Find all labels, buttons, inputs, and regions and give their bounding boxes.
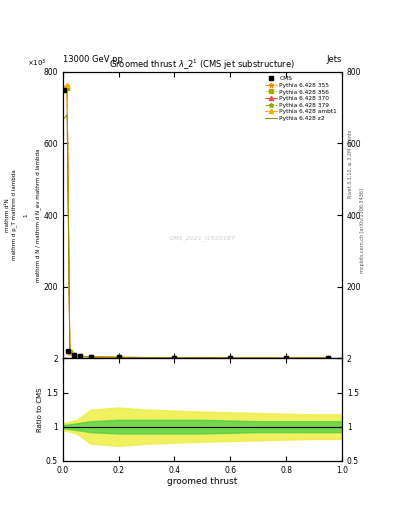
- Pythia 6.428 379: [62, 87, 67, 93]
- Pythia 6.428 355: [172, 355, 177, 361]
- Pythia 6.428 ambt1: [284, 355, 288, 361]
- Pythia 6.428 355: [88, 354, 93, 360]
- Pythia 6.428 ambt1: [88, 354, 93, 360]
- Pythia 6.428 ambt1: [228, 355, 233, 361]
- Line: Pythia 6.428 355: Pythia 6.428 355: [62, 83, 331, 360]
- Line: Pythia 6.428 ambt1: Pythia 6.428 ambt1: [62, 83, 330, 360]
- Pythia 6.428 370: [62, 84, 67, 91]
- Pythia 6.428 356: [77, 353, 82, 359]
- Pythia 6.428 355: [65, 83, 70, 89]
- Pythia 6.428 379: [65, 83, 70, 90]
- Pythia 6.428 356: [72, 352, 76, 358]
- Pythia 6.428 379: [116, 354, 121, 360]
- Pythia 6.428 379: [172, 355, 177, 361]
- Title: Groomed thrust $\lambda\_2^1$ (CMS jet substructure): Groomed thrust $\lambda\_2^1$ (CMS jet s…: [110, 57, 295, 72]
- Pythia 6.428 ambt1: [326, 355, 331, 361]
- Pythia 6.428 355: [284, 355, 288, 361]
- Text: 13000 GeV pp: 13000 GeV pp: [63, 55, 123, 64]
- Pythia 6.428 355: [68, 349, 72, 355]
- Pythia 6.428 379: [77, 353, 82, 359]
- Pythia 6.428 356: [228, 355, 233, 361]
- Pythia 6.428 370: [284, 355, 288, 361]
- Pythia 6.428 355: [326, 355, 331, 361]
- Pythia 6.428 z2: [228, 355, 233, 361]
- Pythia 6.428 379: [284, 355, 288, 361]
- Text: CMS_2021_I1920187: CMS_2021_I1920187: [169, 235, 235, 241]
- Pythia 6.428 ambt1: [172, 355, 177, 361]
- Pythia 6.428 356: [68, 349, 72, 355]
- Line: Pythia 6.428 379: Pythia 6.428 379: [62, 84, 331, 360]
- Pythia 6.428 379: [228, 355, 233, 361]
- Pythia 6.428 356: [65, 84, 70, 91]
- Pythia 6.428 355: [72, 352, 76, 358]
- Pythia 6.428 370: [326, 355, 331, 361]
- Pythia 6.428 356: [116, 354, 121, 360]
- Pythia 6.428 370: [228, 355, 233, 361]
- Pythia 6.428 370: [88, 354, 93, 360]
- Pythia 6.428 379: [88, 354, 93, 360]
- Pythia 6.428 370: [116, 354, 121, 360]
- Text: mcplots.cern.ch [arXiv:1306.3436]: mcplots.cern.ch [arXiv:1306.3436]: [360, 188, 365, 273]
- Pythia 6.428 z2: [116, 354, 121, 360]
- Y-axis label: Ratio to CMS: Ratio to CMS: [37, 388, 43, 432]
- Pythia 6.428 z2: [72, 352, 76, 358]
- Pythia 6.428 ambt1: [116, 354, 121, 360]
- Pythia 6.428 z2: [62, 115, 67, 121]
- Pythia 6.428 ambt1: [65, 82, 70, 89]
- Pythia 6.428 ambt1: [72, 352, 76, 358]
- Pythia 6.428 z2: [326, 355, 331, 361]
- Line: Pythia 6.428 356: Pythia 6.428 356: [62, 86, 330, 360]
- Pythia 6.428 355: [228, 355, 233, 361]
- Pythia 6.428 z2: [88, 354, 93, 360]
- Pythia 6.428 355: [77, 353, 82, 359]
- Pythia 6.428 355: [62, 84, 67, 91]
- Y-axis label: mathrm d²N
mathrm d p_T mathrm d lambda

1

mathrm d N / mathrm d N_ev mathrm d : mathrm d²N mathrm d p_T mathrm d lambda …: [5, 148, 40, 282]
- Pythia 6.428 370: [77, 353, 82, 359]
- Pythia 6.428 z2: [65, 112, 70, 118]
- Pythia 6.428 z2: [77, 353, 82, 359]
- Text: Jets: Jets: [327, 55, 342, 64]
- Line: Pythia 6.428 z2: Pythia 6.428 z2: [64, 115, 328, 358]
- Pythia 6.428 356: [284, 355, 288, 361]
- Text: $\times$10$^3$: $\times$10$^3$: [27, 57, 46, 69]
- Pythia 6.428 356: [62, 87, 67, 93]
- Line: Pythia 6.428 370: Pythia 6.428 370: [62, 84, 330, 360]
- Pythia 6.428 370: [72, 352, 76, 358]
- Pythia 6.428 ambt1: [68, 349, 72, 355]
- Pythia 6.428 ambt1: [77, 353, 82, 359]
- Pythia 6.428 379: [68, 349, 72, 355]
- Pythia 6.428 356: [326, 355, 331, 361]
- Pythia 6.428 z2: [68, 349, 72, 355]
- Pythia 6.428 370: [68, 349, 72, 355]
- Pythia 6.428 356: [88, 354, 93, 360]
- Pythia 6.428 355: [116, 354, 121, 360]
- Legend: CMS, Pythia 6.428 355, Pythia 6.428 356, Pythia 6.428 370, Pythia 6.428 379, Pyt: CMS, Pythia 6.428 355, Pythia 6.428 356,…: [264, 75, 339, 122]
- X-axis label: groomed thrust: groomed thrust: [167, 477, 238, 486]
- Pythia 6.428 ambt1: [62, 84, 67, 91]
- Pythia 6.428 356: [172, 355, 177, 361]
- Pythia 6.428 z2: [284, 355, 288, 361]
- Pythia 6.428 370: [65, 83, 70, 89]
- Pythia 6.428 379: [72, 352, 76, 358]
- Pythia 6.428 370: [172, 355, 177, 361]
- Pythia 6.428 z2: [172, 355, 177, 361]
- Text: Rivet 3.1.10, ≥ 3.2M events: Rivet 3.1.10, ≥ 3.2M events: [348, 130, 353, 198]
- Pythia 6.428 379: [326, 355, 331, 361]
